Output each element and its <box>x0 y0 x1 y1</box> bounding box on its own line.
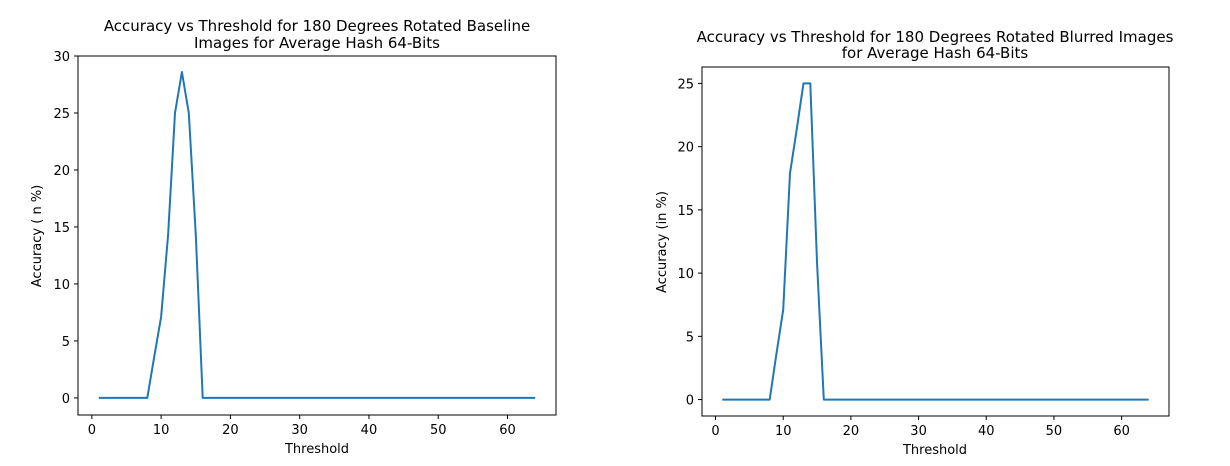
chart-1-y-tick-label: 0 <box>62 392 70 407</box>
chart-1-y-tick-label: 25 <box>53 107 70 122</box>
chart-2-x-tick-label: 30 <box>910 424 927 439</box>
chart-1-y-tick-label: 15 <box>53 221 70 236</box>
chart-2-y-tick-label: 0 <box>686 394 694 409</box>
chart-2-x-axis-label: Threshold <box>902 443 967 458</box>
chart-2-x-tick-label: 60 <box>1113 424 1130 439</box>
chart-2-title-line-2: for Average Hash 64-Bits <box>842 44 1029 62</box>
chart-2-x-tick-label: 20 <box>843 424 860 439</box>
chart-1-plot-frame <box>77 55 557 416</box>
chart-1: Accuracy vs Threshold for 180 Degrees Ro… <box>30 17 557 457</box>
chart-2-y-tick-label: 25 <box>677 77 694 92</box>
chart-2-y-axis-label: Accuracy (in %) <box>655 191 670 293</box>
chart-2-x-tick-label: 40 <box>978 424 995 439</box>
chart-2-plot-frame <box>701 66 1170 417</box>
chart-1-x-tick-label: 10 <box>153 423 170 438</box>
chart-1-x-tick-label: 0 <box>88 423 96 438</box>
chart-2-x-tick-label: 10 <box>775 424 792 439</box>
chart-1-y-ticks: 0 5 10 15 20 25 30 <box>53 50 78 407</box>
chart-1-y-tick-label: 20 <box>53 164 70 179</box>
chart-2-series-line <box>722 82 1149 401</box>
chart-1-title-line-1: Accuracy vs Threshold for 180 Degrees Ro… <box>104 17 530 35</box>
chart-2-y-tick-label: 15 <box>677 204 694 219</box>
chart-1-x-tick-label: 50 <box>430 423 447 438</box>
chart-1-x-axis-label: Threshold <box>284 442 349 457</box>
chart-1-x-ticks: 0 10 20 30 40 50 60 <box>88 415 516 438</box>
chart-2-x-tick-label: 0 <box>711 424 719 439</box>
chart-1-title-line-2: Images for Average Hash 64-Bits <box>194 34 440 52</box>
chart-2-y-ticks: 0 5 10 15 20 25 <box>677 77 702 409</box>
chart-2-y-tick-label: 10 <box>677 267 694 282</box>
chart-2-y-tick-label: 5 <box>686 330 694 345</box>
chart-1-y-tick-label: 30 <box>53 50 70 65</box>
chart-1-series-line <box>98 71 536 399</box>
chart-2-y-tick-label: 20 <box>677 141 694 156</box>
chart-1-y-tick-label: 5 <box>62 335 70 350</box>
chart-1-x-tick-label: 20 <box>222 423 239 438</box>
chart-2-x-ticks: 0 10 20 30 40 50 60 <box>711 416 1130 439</box>
chart-1-y-axis-label: Accuracy ( n %) <box>30 185 45 287</box>
chart-2-x-tick-label: 50 <box>1046 424 1063 439</box>
chart-1-y-tick-label: 10 <box>53 278 70 293</box>
chart-2-title-line-1: Accuracy vs Threshold for 180 Degrees Ro… <box>697 28 1174 46</box>
chart-1-x-tick-label: 30 <box>291 423 308 438</box>
chart-2: Accuracy vs Threshold for 180 Degrees Ro… <box>655 28 1174 458</box>
chart-1-x-tick-label: 40 <box>361 423 378 438</box>
chart-1-x-tick-label: 60 <box>499 423 516 438</box>
